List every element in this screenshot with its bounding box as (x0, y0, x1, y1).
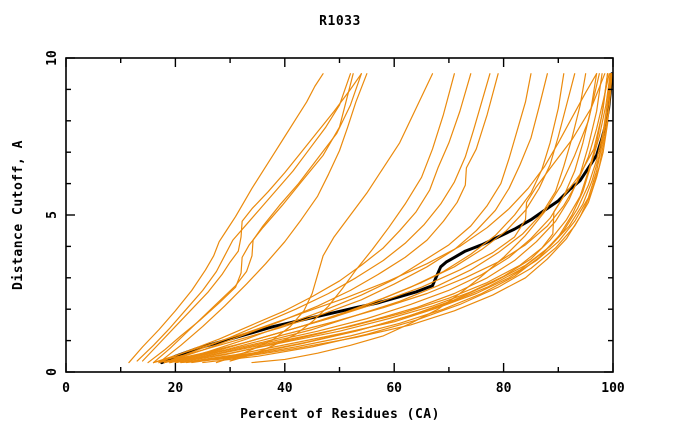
x-tick-label-20: 20 (168, 381, 184, 396)
page-title: R1033 (319, 14, 361, 29)
series-line-pred-16 (163, 73, 587, 364)
x-tick-label-40: 40 (277, 381, 293, 396)
series-line-pred-29 (180, 73, 613, 364)
series-line-pred-09 (158, 73, 472, 364)
x-tick-label-100: 100 (601, 381, 625, 396)
y-tick-label-5: 5 (45, 211, 60, 219)
y-tick-label-10: 10 (45, 50, 60, 66)
series-line-pred-11 (163, 73, 499, 364)
series-line-pred-13 (152, 73, 548, 364)
series-line-pred-10 (163, 73, 491, 364)
series-line-pred-25 (174, 73, 609, 364)
x-axis-title: Percent of Residues (CA) (240, 407, 440, 422)
series-line-pred-06 (158, 73, 368, 364)
series-line-pred-30 (251, 73, 600, 364)
tick-labels: 0 20 40 60 80 100 0 5 10 (45, 50, 625, 396)
series-line-pred-24 (196, 73, 612, 362)
series-line-pred-28 (152, 73, 598, 364)
x-tick-label-0: 0 (62, 381, 70, 396)
series-line-pred-26 (163, 73, 606, 364)
series-line-pred-01 (128, 73, 324, 364)
series-layer (128, 72, 614, 365)
x-tick-label-60: 60 (386, 381, 402, 396)
series-line-pred-19 (174, 73, 609, 364)
series-line-pred-14 (158, 73, 565, 364)
series-line-pred-05 (147, 73, 354, 364)
y-tick-label-0: 0 (45, 368, 60, 376)
series-line-pred-02 (136, 73, 352, 362)
y-axis-title: Distance Cutoff, A (11, 140, 26, 290)
series-line-pred-07 (215, 73, 434, 364)
series-line-pred-18 (174, 73, 603, 364)
series-line-pred-22 (185, 73, 611, 364)
series-line-pred-17 (169, 73, 598, 364)
series-line-pred-21 (169, 73, 610, 364)
series-line-pred-15 (169, 73, 576, 364)
series-line-pred-03 (141, 73, 362, 362)
axis-frame (65, 57, 614, 373)
x-tick-label-80: 80 (496, 381, 512, 396)
